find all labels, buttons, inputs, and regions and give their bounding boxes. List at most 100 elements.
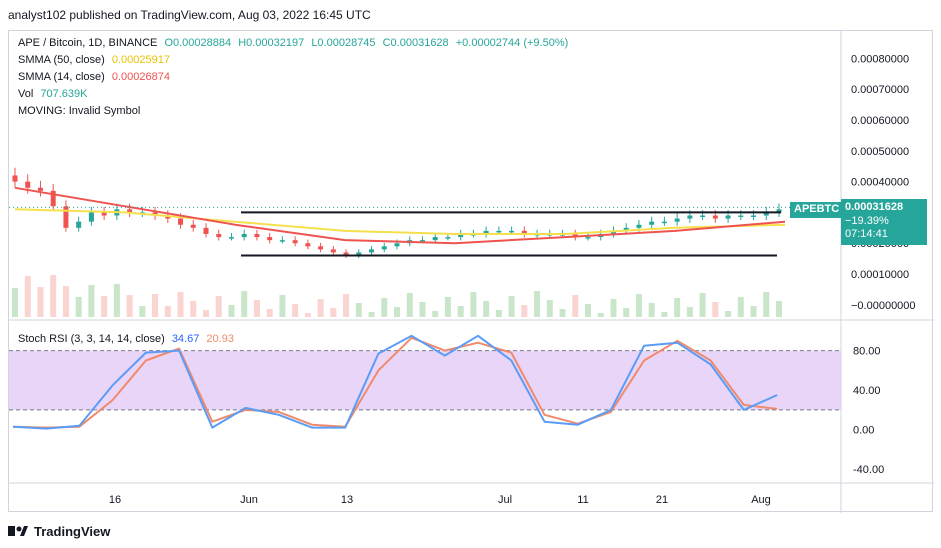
volume-bar [203,310,209,317]
volume-bar [483,301,490,317]
price-axis-label: 0.00050000 [851,146,909,158]
volume-bar [572,295,579,317]
legend-change: +0.00002744 (+9.50%) [455,37,569,49]
candle-body [101,212,107,216]
candle-body [509,230,515,233]
rsi-legend-d: 20.93 [206,333,234,345]
price-tag-countdown: 07:14:41 [845,228,888,240]
candle-body [623,227,629,231]
rsi-legend-row: Stoch RSI (3, 3, 14, 14, close) 34.67 20… [18,333,234,345]
legend-smma14-value: 0.00026874 [111,71,170,83]
legend-close: C0.00031628 [382,37,449,49]
volume-bar [330,308,337,317]
footer-brand: TradingView [34,523,111,539]
candle-body [636,224,642,228]
candle-body [267,237,273,241]
volume-bar [126,295,133,317]
candle-body [25,181,31,188]
legend-smma14-row: SMMA (14, close) 0.00026874 [18,71,170,83]
time-axis-label: Aug [751,494,771,506]
candle-body [228,237,234,239]
candle-body [63,206,69,228]
candle-body [674,218,680,222]
volume-bar [304,313,311,317]
volume-bar [712,302,719,317]
volume-bar [750,306,757,317]
volume-bar [470,292,477,317]
volume-bar [546,300,553,317]
volume-bar [12,288,18,317]
volume-bar [648,303,655,317]
volume-bar [215,296,222,317]
legend-moving-label: MOVING: Invalid Symbol [18,105,141,117]
stoch-d-line [12,336,778,429]
volume-bar [317,299,324,317]
candle-body [496,230,502,233]
candle-body [37,187,43,191]
rsi-band [9,350,841,410]
legend-open: O0.00028884 [164,37,232,49]
time-axis-label: 11 [577,494,588,506]
price-axis-label: 0.00080000 [851,53,909,65]
candle-body [318,246,324,250]
candle-body [381,246,387,250]
volume-bar [164,306,171,317]
volume-bar [597,313,604,317]
candle-body [343,252,349,256]
volume-bar [253,300,260,317]
candle-body [649,221,655,225]
volume-bar [534,291,541,317]
volume-bar [292,304,299,317]
price-axis-label: 0.00040000 [851,177,909,189]
volume-bar [737,297,744,317]
volume-bar [37,287,44,317]
candle-body [178,218,184,225]
volume-bar [585,304,591,317]
chart-canvas[interactable]: 0.00080000 0.00070000 0.00060000 0.00050000… [9,31,934,513]
price-tag-pct: −19.39% [845,215,889,227]
volume-bar [661,312,668,317]
volume-bar [355,303,362,317]
candle-body [763,212,769,216]
volume-bar [139,306,146,317]
tradingview-logo-icon [8,526,28,536]
volume-bar [62,286,69,317]
price-axis-label: 0.00010000 [851,269,909,281]
volume-bar [725,311,732,317]
legend-smma50-row: SMMA (50, close) 0.00025917 [18,54,170,66]
legend-vol-label: Vol [18,88,34,100]
chart-frame[interactable]: 0.00080000 0.00070000 0.00060000 0.00050000… [8,30,934,513]
candle-body [610,230,616,234]
candle-body [751,215,757,218]
volume-bar [406,293,413,317]
candle-body [279,240,285,242]
legend-smma50-label: SMMA (50, close) [18,54,105,66]
candle-body [661,221,667,224]
candle-body [356,252,362,256]
rsi-axis-label: -40.00 [853,464,884,476]
smma50-line [14,208,786,235]
candle-body [241,233,247,238]
volume-bar [266,309,273,317]
candle-body [419,240,425,242]
volume-bar [508,296,515,317]
price-axis-label: 0.00060000 [851,115,909,127]
volume-bar [368,312,375,317]
volume-bar [432,311,439,317]
time-axis-label: Jun [240,494,258,506]
candle-body [458,233,464,238]
volume-bar [699,293,706,317]
candle-body [432,237,438,241]
volume-bar [88,285,95,317]
legend-moving-row: MOVING: Invalid Symbol [18,105,140,117]
rsi-axis-label: 80.00 [853,346,881,358]
volume-bar [113,284,120,317]
volume-bar [343,294,350,317]
legend-vol-value: 707.639K [40,88,88,100]
legend-vol-row: Vol 707.639K [18,88,87,100]
volume-bar [152,294,159,317]
volume-bar [635,294,642,317]
volume-bar [394,307,400,317]
volume-bar [381,298,388,317]
candle-body [394,243,400,247]
